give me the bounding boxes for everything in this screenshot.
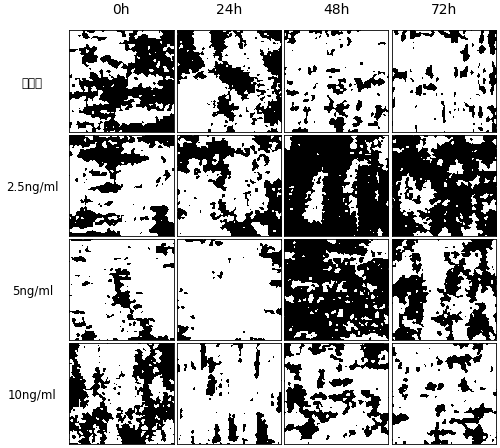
Text: 72h: 72h (430, 3, 457, 17)
Text: 对照组: 对照组 (22, 77, 43, 90)
Text: 5ng/ml: 5ng/ml (12, 285, 53, 298)
Text: 48h: 48h (323, 3, 349, 17)
Text: 10ng/ml: 10ng/ml (8, 389, 57, 402)
Text: 24h: 24h (216, 3, 242, 17)
Text: 0h: 0h (112, 3, 130, 17)
Text: 2.5ng/ml: 2.5ng/ml (6, 181, 59, 194)
